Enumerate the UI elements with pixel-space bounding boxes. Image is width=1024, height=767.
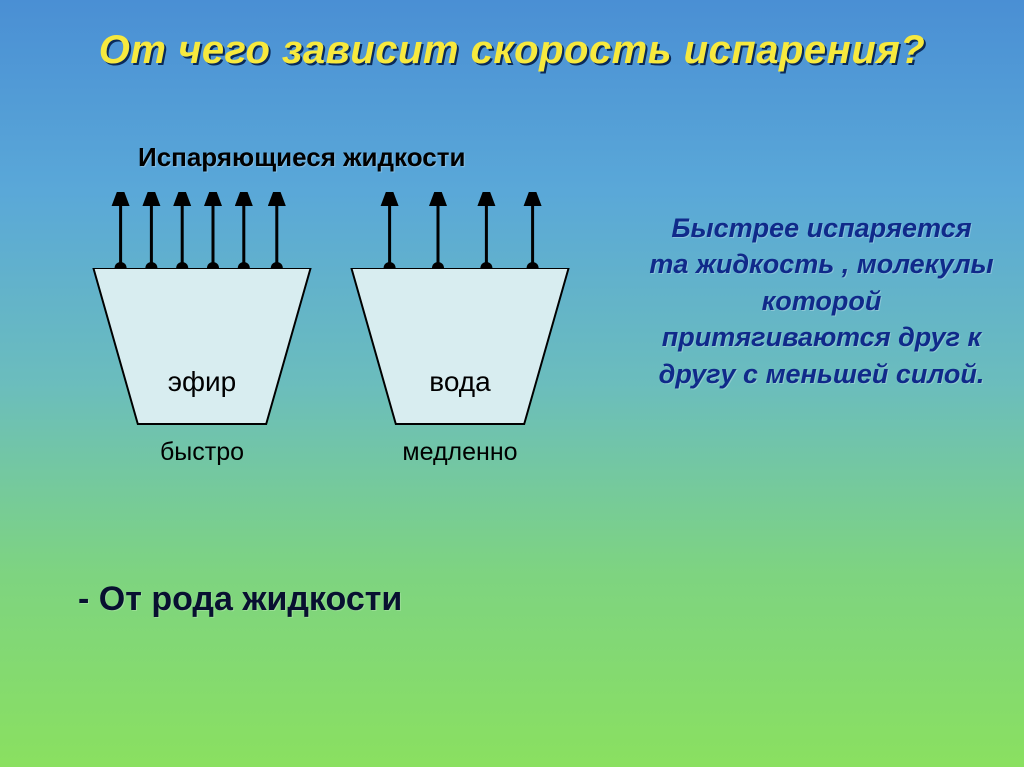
beaker-shape-water [350,268,570,426]
subheading: Испаряющиеся жидкости [138,142,465,173]
beaker-label-water: вода [350,366,570,398]
beaker-label-ether: эфир [92,366,312,398]
beaker-caption-ether: быстро [92,438,312,467]
conclusion-text: - От рода жидкости [78,580,402,619]
explanation-text: Быстрее испаряется та жидкость , молекул… [649,210,994,392]
beaker-ether: эфир быстро [92,268,312,426]
beaker-water: вода медленно [350,268,570,426]
beaker-shape-ether [92,268,312,426]
slide-title: От чего зависит скорость испарения? [0,28,1024,73]
beaker-caption-water: медленно [350,438,570,467]
